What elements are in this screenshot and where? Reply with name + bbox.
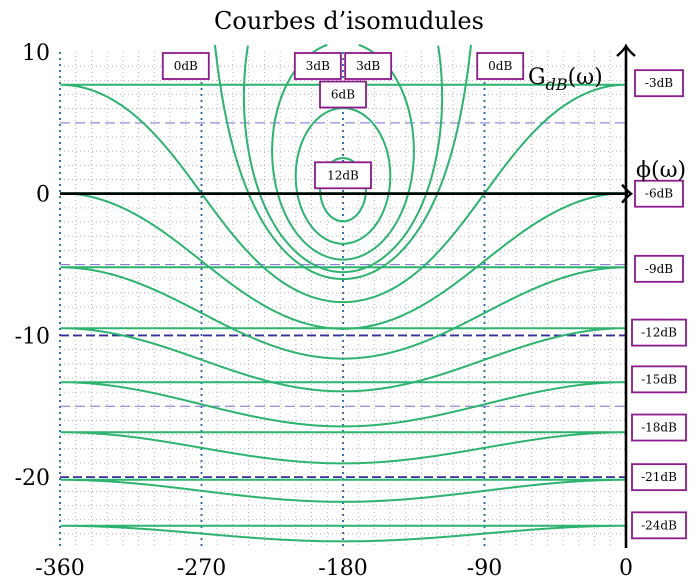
- inner-contour-label-frame: [314, 161, 372, 190]
- x-axis-label: ϕ(ω): [636, 158, 686, 183]
- x-tick-label: -180: [318, 556, 367, 581]
- top-contour-label-frame: [476, 52, 525, 80]
- y-axis-label-arg: (ω): [568, 65, 603, 90]
- top-contour-label-text: 0dB: [174, 59, 198, 73]
- y-tick-label: 10: [22, 41, 50, 66]
- isomodule-curve-0dB: [214, 44, 472, 280]
- right-contour-label-text: -21dB: [641, 470, 677, 484]
- axes: [60, 43, 636, 548]
- x-tick-label: 0: [619, 556, 633, 581]
- x-tick-label: -360: [35, 556, 84, 581]
- y-tick-label: -10: [15, 324, 50, 349]
- top-contour-label-frame: [293, 52, 342, 80]
- isomodule-curve--9dB: [60, 266, 626, 360]
- top-contour-label-text: 3dB: [356, 59, 380, 73]
- isomodule-curve--3dB: [60, 83, 626, 304]
- right-contour-label-frame: [631, 318, 687, 347]
- isomodule-curves: [60, 44, 626, 543]
- right-contour-label-text: -3dB: [645, 76, 673, 90]
- top-contour-label-text: 3dB: [306, 59, 330, 73]
- right-contour-label-frame: [634, 179, 684, 208]
- guide-lines: [59, 52, 626, 548]
- inner-contour-label-frame: [319, 80, 367, 109]
- right-contour-label-frame: [631, 365, 687, 394]
- right-contour-label-frame: [634, 69, 684, 98]
- right-contour-label-text: -6dB: [645, 187, 673, 201]
- right-contour-label-text: -12dB: [641, 326, 677, 340]
- top-contour-label: 0dB: [161, 52, 210, 80]
- right-contour-label-frame: [631, 413, 687, 442]
- inner-contour-label-text: 6dB: [331, 88, 355, 102]
- tick-labels: -360 -270 -180 -90 0 10 0 -10 -20: [15, 41, 633, 581]
- y-axis-label: GdB(ω): [528, 65, 603, 94]
- inner-contour-label: 12dB: [314, 161, 372, 190]
- right-contour-label-frame: [634, 254, 684, 283]
- right-contour-label: -21dB: [631, 463, 687, 492]
- isomodule-curve-12dB: [319, 157, 367, 223]
- y-axis-label-sub: dB: [546, 75, 568, 94]
- isomodule-curve-1dB: [242, 45, 444, 274]
- isomodule-curve--6dB: [60, 192, 626, 330]
- right-contour-label-text: -9dB: [645, 262, 673, 276]
- right-contour-label: -24dB: [631, 511, 687, 540]
- top-contour-label-text: 0dB: [488, 59, 512, 73]
- isomodule-curve--18dB: [60, 431, 626, 465]
- y-tick-label: 0: [36, 183, 50, 208]
- right-contour-label-text: -18dB: [641, 421, 677, 435]
- contour-labels: 0dB 3dB 3dB 0dB 6dB 12dB -3dB -6dB -9dB -12dB -15d…: [161, 52, 687, 540]
- right-contour-label: -3dB: [634, 69, 684, 98]
- y-axis-arrowhead: [616, 43, 636, 57]
- isomodule-curve--15dB: [60, 381, 626, 428]
- right-contour-label: -15dB: [631, 365, 687, 394]
- isomodule-curve--12dB: [60, 327, 626, 393]
- isomodule-curve--21dB: [60, 478, 626, 503]
- right-contour-label: -6dB: [634, 179, 684, 208]
- inner-contour-label: 6dB: [319, 80, 367, 109]
- top-contour-label: 0dB: [476, 52, 525, 80]
- right-contour-label-text: -24dB: [641, 518, 677, 532]
- right-contour-label-text: -15dB: [641, 372, 677, 386]
- y-axis-label-base: G: [528, 65, 546, 90]
- top-contour-label-frame: [161, 52, 210, 80]
- top-contour-label: 3dB: [293, 52, 342, 80]
- x-tick-label: -90: [467, 556, 502, 581]
- right-contour-label: -9dB: [634, 254, 684, 283]
- right-contour-label-frame: [631, 463, 687, 492]
- top-contour-label: 3dB: [344, 52, 393, 80]
- y-tick-label: -20: [15, 466, 50, 491]
- top-contour-label-frame: [344, 52, 393, 80]
- right-contour-label: -18dB: [631, 413, 687, 442]
- x-tick-label: -270: [177, 556, 226, 581]
- inner-contour-label-text: 12dB: [327, 168, 359, 182]
- chart-title: Courbes d’isomudules: [214, 7, 484, 35]
- isomodule-curve--24dB: [60, 524, 626, 543]
- right-contour-label: -12dB: [631, 318, 687, 347]
- right-contour-label-frame: [631, 511, 687, 540]
